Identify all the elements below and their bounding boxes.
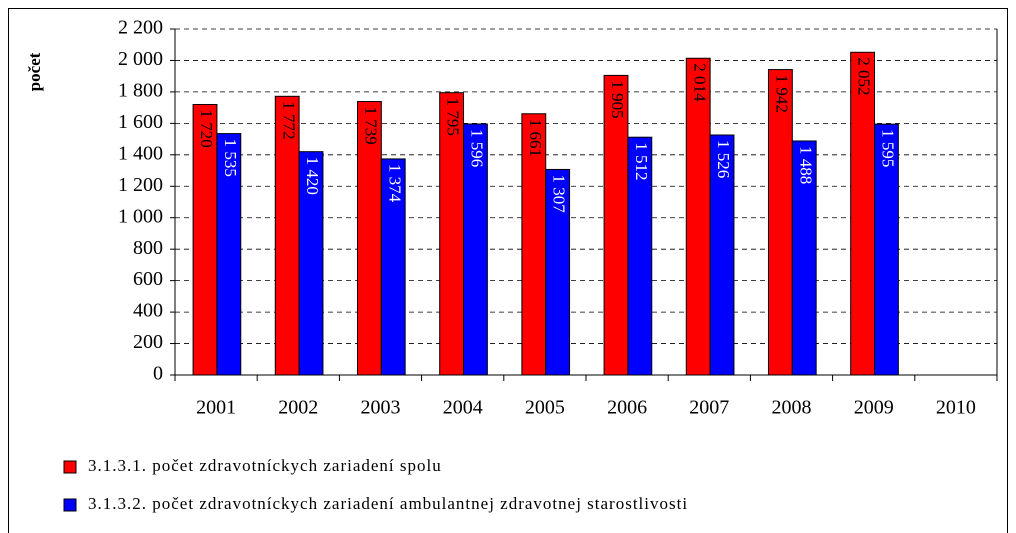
value-label: 1 374 <box>385 164 404 203</box>
value-label: 1 420 <box>303 157 322 195</box>
bar <box>545 168 571 376</box>
y-tick-label: 800 <box>133 237 163 259</box>
bar <box>627 136 653 376</box>
y-tick-label: 1 200 <box>118 174 163 196</box>
y-tick-label: 1 000 <box>118 205 163 227</box>
value-label: 1 535 <box>221 139 240 177</box>
legend-swatch <box>63 460 77 474</box>
value-label: 2 014 <box>690 63 709 102</box>
bar <box>767 69 793 376</box>
bar <box>850 51 876 376</box>
x-tick-label: 2001 <box>196 397 236 419</box>
x-tick-label: 2007 <box>689 397 729 419</box>
value-label: 1 905 <box>608 80 627 118</box>
bar <box>791 140 817 376</box>
y-tick-label: 1 800 <box>118 80 163 102</box>
value-label: 1 307 <box>550 174 569 213</box>
y-tick-label: 2 200 <box>118 17 163 39</box>
value-label: 2 052 <box>855 57 874 95</box>
value-label: 1 942 <box>772 75 791 113</box>
value-label: 1 512 <box>632 142 651 180</box>
bar <box>874 123 899 376</box>
value-label: 1 526 <box>714 140 733 178</box>
value-label: 1 739 <box>361 107 380 145</box>
value-label: 1 595 <box>879 129 898 167</box>
legend-label: 3.1.3.1. počet zdravotníckych zariadení … <box>88 456 442 475</box>
y-tick-label: 1 400 <box>118 142 163 164</box>
bar <box>298 151 324 376</box>
bar <box>685 57 711 376</box>
x-tick-label: 2008 <box>772 397 812 419</box>
value-label: 1 772 <box>279 101 298 139</box>
x-tick-label: 2006 <box>607 397 647 419</box>
y-tick-label: 1 600 <box>118 111 163 133</box>
y-tick-label: 2 000 <box>118 48 163 70</box>
x-tick-label: 2010 <box>936 397 976 419</box>
x-tick-label: 2005 <box>525 397 565 419</box>
value-label: 1 596 <box>468 129 487 167</box>
y-axis-label: počet <box>25 52 44 91</box>
y-tick-label: 400 <box>133 300 163 322</box>
x-tick-label: 2003 <box>361 397 401 419</box>
bar <box>709 134 735 376</box>
x-tick-label: 2009 <box>854 397 894 419</box>
y-tick-label: 0 <box>153 363 163 385</box>
legend-label: 3.1.3.2. počet zdravotníckych zariadení … <box>88 494 688 513</box>
x-tick-label: 2002 <box>278 397 318 419</box>
value-label: 1 488 <box>796 146 815 184</box>
bar <box>603 74 629 376</box>
y-tick-label: 600 <box>133 268 163 290</box>
value-label: 1 795 <box>444 98 463 136</box>
bar <box>380 158 406 376</box>
y-tick-label: 200 <box>133 331 163 353</box>
bar <box>216 133 242 376</box>
legend-swatch <box>63 498 77 512</box>
value-label: 1 661 <box>526 119 545 157</box>
bar <box>463 123 488 376</box>
value-label: 1 720 <box>197 109 216 147</box>
x-tick-label: 2004 <box>443 397 483 419</box>
